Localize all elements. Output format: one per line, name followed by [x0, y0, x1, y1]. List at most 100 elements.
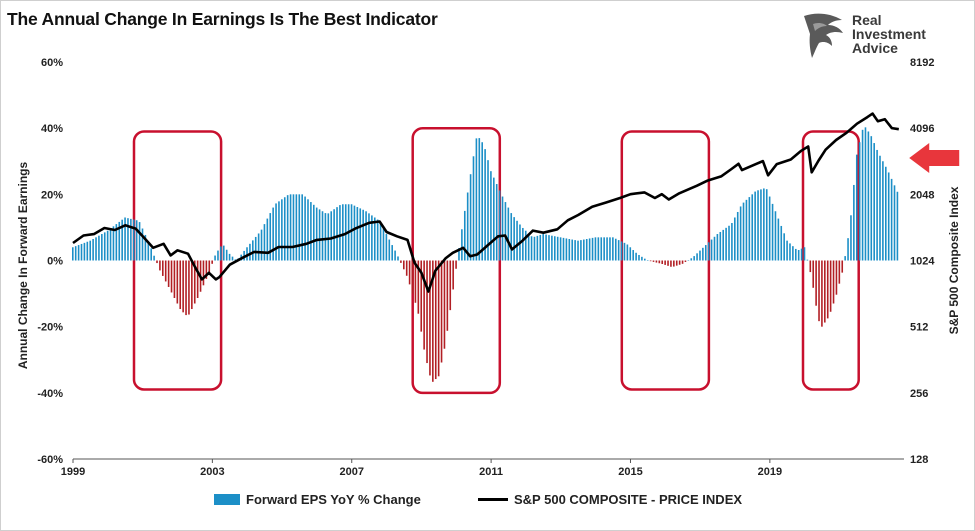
eps-bar [225, 249, 228, 261]
eps-bar [202, 260, 205, 286]
logo: Real Investment Advice [800, 10, 965, 60]
eps-bar [588, 238, 591, 261]
eps-bar [774, 211, 777, 261]
eps-bar [832, 260, 835, 304]
eps-bar [286, 195, 289, 261]
eps-bar [800, 248, 803, 261]
eps-bar [466, 192, 469, 261]
eps-bar [777, 218, 780, 261]
eps-bar [434, 260, 437, 380]
eps-bar [664, 260, 666, 265]
eps-bar [371, 215, 373, 261]
eps-bar [704, 245, 707, 261]
eps-bar [301, 194, 303, 261]
eps-bar [289, 194, 292, 261]
y-left-tick-label: 0% [47, 256, 63, 268]
eps-bar [673, 260, 675, 267]
eps-bar [794, 248, 797, 261]
eps-bar [887, 172, 890, 261]
eps-bar [824, 260, 826, 323]
eps-bar [681, 260, 684, 264]
eps-bar [792, 246, 794, 261]
eps-bar [307, 199, 309, 261]
eps-bar [498, 190, 501, 261]
eps-bar [716, 234, 719, 261]
eps-bar [562, 237, 565, 261]
eps-bar [185, 260, 187, 316]
eps-bar [606, 237, 608, 261]
eps-bar [501, 196, 504, 261]
eps-bar [147, 241, 150, 261]
eps-bar [228, 253, 231, 261]
eps-bar [493, 177, 495, 261]
eps-bar [130, 218, 132, 261]
eps-bar [373, 217, 376, 261]
legend-label-sp500: S&P 500 COMPOSITE - PRICE INDEX [514, 492, 743, 507]
eps-bar [179, 260, 182, 310]
eps-bar [400, 260, 402, 263]
chart-title: The Annual Change In Earnings Is The Bes… [7, 9, 438, 29]
eps-bar [879, 155, 881, 261]
y-right-axis-label: S&P 500 Composite Index [947, 186, 961, 334]
eps-bar [403, 260, 405, 270]
x-tick-label: 2011 [479, 466, 503, 478]
eps-bar [405, 260, 408, 276]
sp500-line [72, 112, 900, 293]
eps-bar [867, 131, 870, 261]
y-right-tick-label: 128 [910, 454, 928, 466]
eps-bar [304, 196, 306, 261]
eps-bar [411, 260, 414, 294]
legend-item-eps: Forward EPS YoY % Change [214, 492, 421, 507]
eps-bar [527, 233, 530, 261]
eps-bar [368, 213, 370, 261]
eps-bar [510, 213, 513, 261]
eps-bar [440, 260, 443, 363]
eps-bar [568, 239, 571, 261]
eps-bar [475, 138, 478, 261]
eps-bar [365, 211, 367, 261]
eps-bar [487, 160, 489, 261]
eps-bar [353, 205, 356, 261]
x-tick-label: 2019 [758, 466, 782, 478]
eps-bar [522, 227, 524, 261]
eps-bar [768, 196, 771, 261]
eps-bar [757, 190, 759, 261]
eps-bar [478, 138, 481, 261]
y-right-tick-label: 512 [910, 322, 928, 334]
eps-bar [670, 260, 672, 267]
eps-bar [446, 260, 449, 331]
eps-bar [318, 209, 321, 261]
eps-bar [495, 184, 498, 261]
eps-bar [80, 243, 83, 261]
eps-bar [507, 207, 510, 261]
eps-bar [675, 260, 678, 266]
eps-bar [646, 260, 649, 261]
legend-swatch-line [478, 498, 508, 501]
eps-bar [252, 240, 254, 261]
eps-bar [359, 208, 362, 261]
y-left-tick-label: 40% [41, 123, 63, 135]
eps-bar [95, 237, 97, 261]
eps-bar [728, 225, 730, 261]
arrow-group [909, 142, 960, 173]
eps-bar [513, 217, 515, 261]
eps-bar [327, 213, 330, 261]
eps-bar [783, 233, 785, 261]
eps-bar [249, 243, 251, 261]
eps-bar [295, 194, 298, 261]
eps-bar [644, 258, 646, 261]
eps-bar [731, 223, 733, 261]
eps-bar [600, 237, 603, 261]
eps-bar [524, 230, 527, 261]
y-left-tick-label: 60% [41, 57, 63, 69]
eps-bar [641, 256, 643, 261]
eps-bar [539, 234, 542, 261]
eps-bar [394, 250, 396, 261]
eps-bar [342, 204, 344, 261]
eps-bar [829, 260, 832, 312]
eps-bar [594, 237, 597, 261]
y-right-tick-label: 1024 [910, 256, 935, 268]
eps-bar [118, 221, 121, 261]
x-tick-label: 2015 [618, 466, 642, 478]
